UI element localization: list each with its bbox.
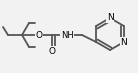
Text: O: O — [35, 31, 43, 39]
Text: N: N — [107, 14, 113, 22]
Text: O: O — [48, 47, 55, 55]
Text: N: N — [120, 38, 127, 47]
Text: NH: NH — [61, 31, 73, 39]
